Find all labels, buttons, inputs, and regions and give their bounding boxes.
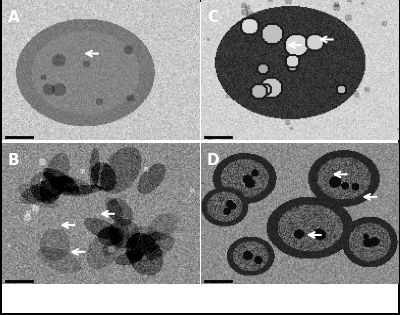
Text: D: D: [207, 153, 220, 168]
Text: B: B: [8, 153, 20, 168]
Text: NG group: NG group: [52, 8, 148, 26]
Text: A: A: [8, 10, 20, 25]
Text: C: C: [207, 10, 218, 25]
Text: SMG group: SMG group: [244, 8, 356, 26]
